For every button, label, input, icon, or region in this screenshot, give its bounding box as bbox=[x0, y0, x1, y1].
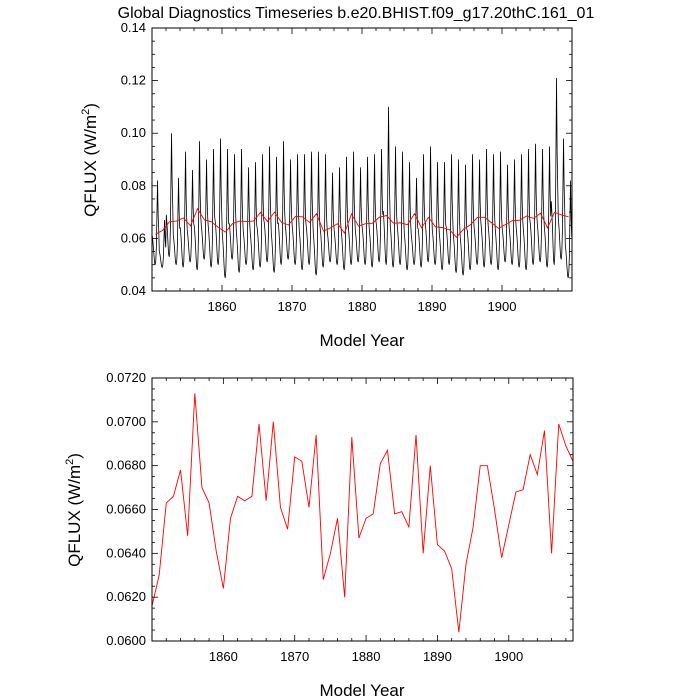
top-y-tick-label: 0.12 bbox=[121, 73, 146, 88]
bottom-y-tick-label: 0.0640 bbox=[106, 545, 146, 560]
top-y-tick-label: 0.14 bbox=[121, 20, 146, 35]
top-x-tick-label: 1860 bbox=[208, 299, 237, 314]
top-y-tick-label: 0.10 bbox=[121, 125, 146, 140]
bottom-plot-frame bbox=[151, 377, 574, 642]
top-y-tick-label: 0.06 bbox=[121, 230, 146, 245]
bottom-x-tick-label: 1860 bbox=[209, 649, 238, 664]
bottom-x-axis-label: Model Year bbox=[319, 681, 404, 700]
bottom-y-tick-label: 0.0700 bbox=[106, 414, 146, 429]
bottom-x-tick-label: 1880 bbox=[352, 649, 381, 664]
top-y-axis-label: QFLUX (W/m2) bbox=[80, 103, 100, 217]
top-annual-series-line bbox=[155, 207, 569, 239]
bottom-y-tick-label: 0.0680 bbox=[106, 458, 146, 473]
top-panel: Model Year QFLUX (W/m2) 0.04 0.06 0.08 0.10… bbox=[80, 20, 573, 350]
bottom-y-tick-label: 0.0600 bbox=[106, 633, 146, 648]
bottom-y-tick-label: 0.0720 bbox=[106, 370, 146, 385]
chart-title: Global Diagnostics Timeseries b.e20.BHIS… bbox=[118, 5, 595, 22]
top-y-tick-label: 0.04 bbox=[121, 283, 146, 298]
bottom-y-axis-label: QFLUX (W/m2) bbox=[64, 453, 84, 567]
bottom-y-tick-label: 0.0620 bbox=[106, 589, 146, 604]
bottom-x-tick-label: 1870 bbox=[280, 649, 309, 664]
top-x-tick-label: 1880 bbox=[348, 299, 377, 314]
bottom-annual-series-line bbox=[151, 393, 574, 633]
top-monthly-series-line bbox=[151, 77, 573, 278]
top-x-tick-label: 1890 bbox=[418, 299, 447, 314]
top-plot-frame bbox=[151, 27, 573, 292]
top-x-tick-label: 1870 bbox=[278, 299, 307, 314]
bottom-panel: Model Year QFLUX (W/m2) 0.0600 0.0620 0.06… bbox=[64, 370, 574, 700]
bottom-x-tick-label: 1890 bbox=[423, 649, 452, 664]
bottom-y-tick-label: 0.0660 bbox=[106, 502, 146, 517]
bottom-x-tick-label: 1900 bbox=[494, 649, 523, 664]
top-x-axis-label: Model Year bbox=[319, 331, 404, 350]
top-y-tick-label: 0.08 bbox=[121, 178, 146, 193]
top-x-tick-label: 1900 bbox=[488, 299, 517, 314]
